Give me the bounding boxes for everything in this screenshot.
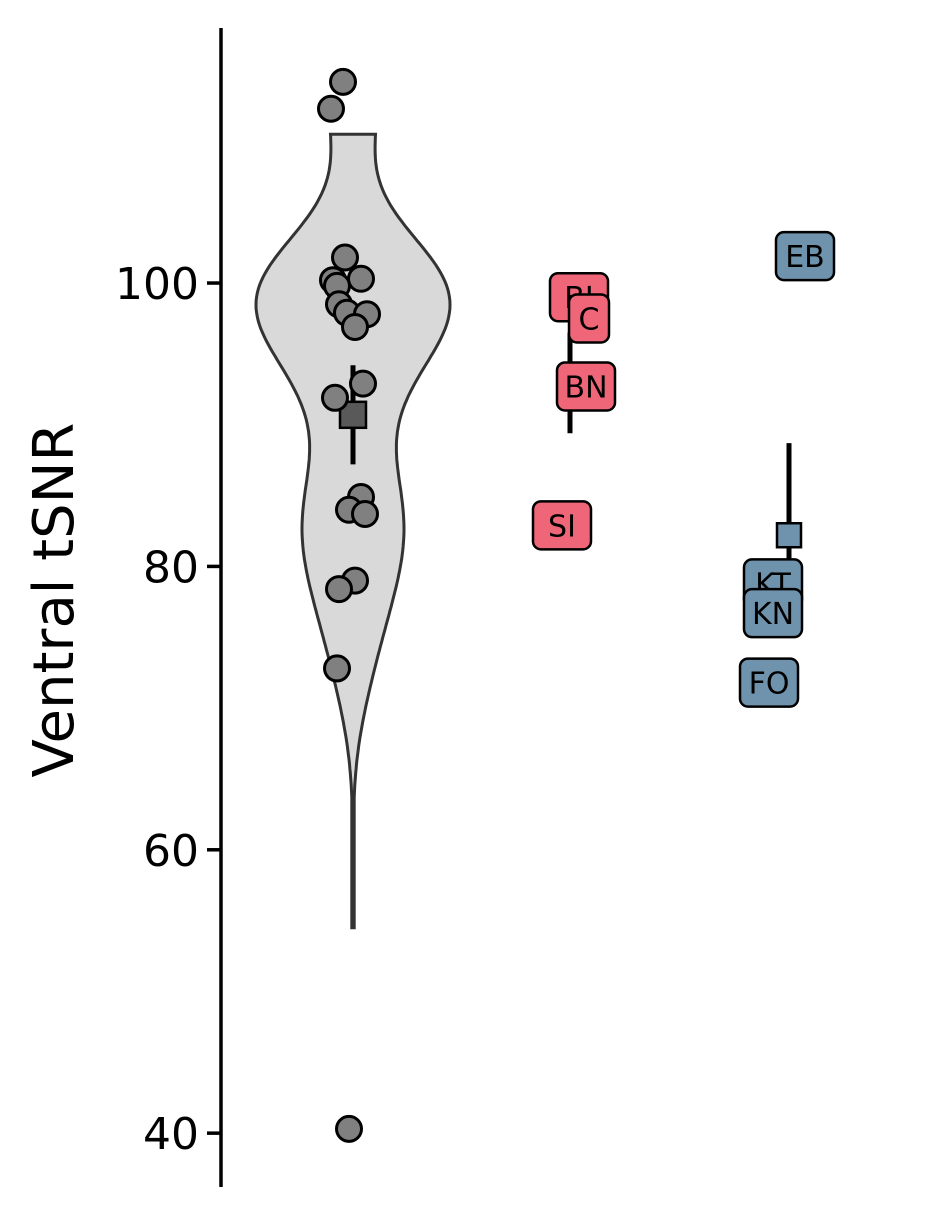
violin-group: [254, 67, 452, 1143]
data-point: [335, 1114, 363, 1143]
point-label: BN: [564, 370, 607, 405]
point-label-box: [738, 657, 800, 708]
point-label-box: [774, 230, 836, 282]
label-groups: BICBNSIEBKTKNFO: [531, 230, 836, 708]
data-point: [317, 94, 345, 123]
mean-marker: [338, 400, 368, 430]
point-label-box: [742, 587, 804, 639]
data-point: [329, 67, 357, 96]
data-point: [331, 243, 359, 272]
y-tick-label: 100: [115, 259, 199, 310]
point-label-box: [567, 293, 611, 344]
data-point: [321, 383, 349, 412]
data-point: [351, 499, 379, 528]
mean-marker: [775, 521, 803, 549]
y-tick-label: 80: [143, 542, 199, 593]
y-axis: 40 60 80 100: [115, 28, 223, 1187]
data-point: [347, 264, 375, 293]
point-label: FO: [749, 667, 790, 702]
label-group: BICBNSI: [531, 271, 617, 551]
data-point: [323, 654, 351, 683]
data-point: [341, 312, 369, 341]
data-point: [325, 575, 353, 604]
point-label-box: [555, 361, 617, 412]
y-tick-label: 60: [143, 826, 199, 877]
point-label: SI: [548, 509, 576, 544]
data-point: [349, 369, 377, 398]
y-axis-title: Ventral tSNR: [22, 423, 87, 778]
point-label: KN: [752, 597, 794, 632]
point-label: EB: [785, 240, 825, 275]
y-tick-label: 40: [143, 1109, 199, 1160]
point-label: C: [579, 302, 600, 337]
point-label-box: [531, 500, 593, 551]
